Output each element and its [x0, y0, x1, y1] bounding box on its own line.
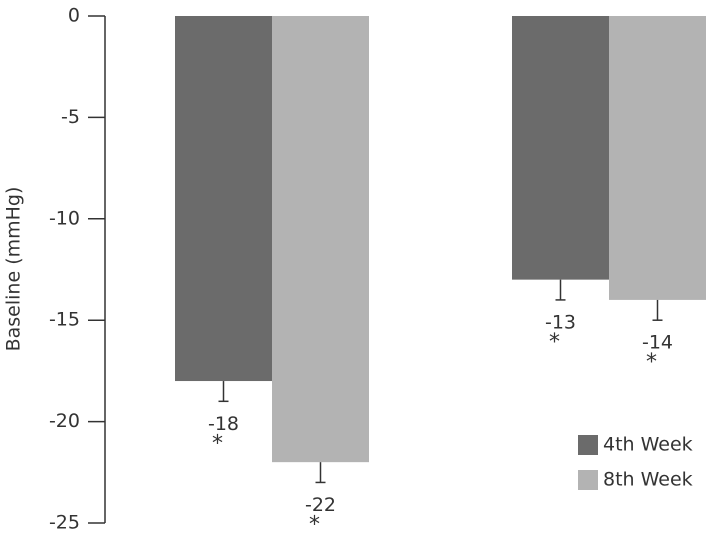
value-label: -18 — [208, 413, 239, 435]
value-label: -13 — [545, 311, 576, 333]
bar — [272, 16, 369, 463]
y-tick-label: -25 — [49, 512, 80, 534]
y-axis-label: Baseline (mmHg) — [3, 187, 25, 352]
legend-swatch — [578, 470, 598, 490]
legend-label: 4th Week — [603, 434, 693, 456]
legend-label: 8th Week — [603, 469, 693, 491]
y-tick-label: -15 — [49, 309, 80, 331]
significance-mark: * — [549, 330, 560, 355]
significance-mark: * — [309, 512, 320, 535]
bar — [512, 16, 609, 280]
bar — [609, 16, 706, 300]
value-label: -14 — [642, 332, 673, 354]
significance-mark: * — [646, 350, 657, 375]
value-label: -22 — [305, 494, 336, 516]
y-tick-label: -5 — [61, 106, 80, 128]
y-tick-label: -10 — [49, 207, 80, 229]
bar — [175, 16, 272, 382]
y-tick-label: 0 — [68, 5, 80, 27]
y-tick-label: -20 — [49, 410, 80, 432]
legend-swatch — [578, 435, 598, 455]
significance-mark: * — [212, 431, 223, 456]
